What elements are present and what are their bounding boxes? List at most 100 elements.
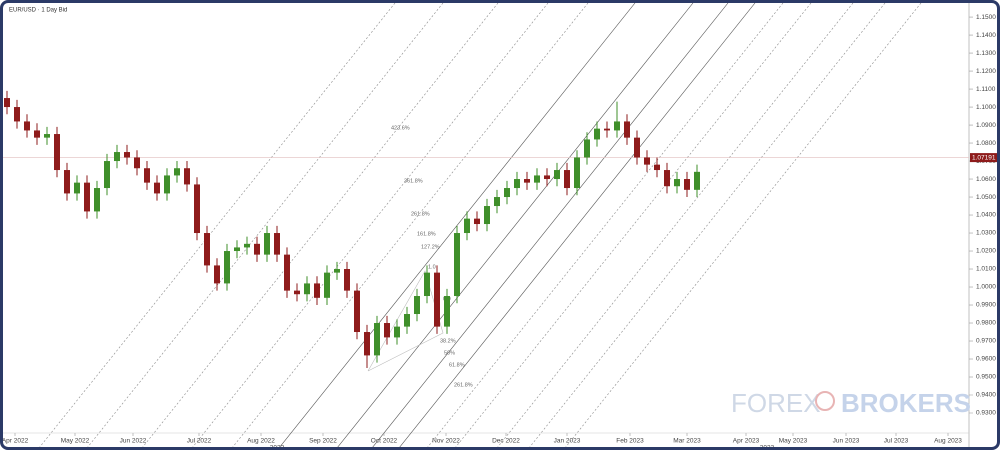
fib-level-label: 61.8%: [449, 362, 465, 368]
candle-body: [174, 168, 180, 176]
candle-body: [194, 184, 200, 234]
x-tick-label: May 2022: [61, 438, 90, 445]
fib-channel-line: [399, 3, 756, 447]
candle-body: [204, 233, 210, 266]
x-tick-label: Sep 2022: [309, 438, 337, 445]
x-tick-label: Jul 2022: [187, 438, 212, 445]
watermark-right: BROKERS: [841, 388, 971, 418]
fib-level-label: 423.6%: [391, 125, 410, 131]
candle-body: [34, 130, 40, 138]
candle-body: [494, 197, 500, 207]
y-tick-label: 0.9500: [976, 374, 996, 381]
candle-body: [104, 161, 110, 189]
candle-body: [664, 170, 670, 187]
candle-body: [404, 314, 410, 327]
y-tick-label: 0.9400: [976, 392, 996, 399]
y-tick-label: 1.0400: [976, 212, 996, 219]
candle-body: [154, 182, 160, 194]
watermark-left: FOREX: [731, 388, 821, 418]
y-tick-label: 1.1300: [976, 50, 996, 57]
candle-body: [374, 323, 380, 356]
candle-body: [264, 233, 270, 255]
y-tick-label: 0.9600: [976, 356, 996, 363]
fib-channel-line: [372, 3, 729, 447]
candle-body: [294, 290, 300, 295]
candle-body: [354, 290, 360, 333]
fib-channel-line: [565, 3, 922, 447]
candle-body: [554, 170, 560, 180]
x-tick-label: Nov 2022: [432, 438, 460, 445]
fib-level-label: 161.8%: [417, 231, 436, 237]
candle-body: [524, 179, 530, 183]
candle-body: [394, 326, 400, 338]
candle-body: [184, 168, 190, 185]
last-price-tag: [970, 153, 997, 163]
candle-body: [304, 283, 310, 295]
candle-body: [654, 164, 660, 171]
candle-body: [244, 243, 250, 248]
candle-body: [254, 243, 260, 255]
fib-channel-line: [279, 3, 636, 447]
candle-body: [604, 128, 610, 131]
y-tick-label: 1.1500: [976, 14, 996, 21]
candle-body: [224, 251, 230, 284]
candle-body: [144, 168, 150, 183]
x-tick-label: Jun 2023: [833, 438, 860, 445]
year-label: 2022: [270, 445, 285, 447]
y-tick-label: 1.1400: [976, 32, 996, 39]
candle-body: [534, 175, 540, 183]
candle-body: [574, 157, 580, 189]
y-tick-label: 1.0100: [976, 266, 996, 273]
candle-body: [64, 170, 70, 194]
y-tick-label: 1.0600: [976, 176, 996, 183]
x-tick-label: May 2023: [779, 438, 808, 445]
fib-level-label: 261.8%: [454, 382, 473, 388]
candle-body: [344, 269, 350, 291]
candle-body: [594, 128, 600, 140]
fib-channel-line: [427, 3, 784, 447]
fib-level-label: 50%: [444, 350, 455, 356]
x-tick-label: Oct 2022: [371, 438, 398, 445]
candle-body: [564, 170, 570, 189]
y-tick-label: 0.9900: [976, 302, 996, 309]
candle-body: [644, 157, 650, 165]
candle-body: [314, 283, 320, 298]
candle-body: [684, 179, 690, 190]
candle-body: [514, 179, 520, 189]
candle-body: [464, 218, 470, 234]
candle-body: [14, 107, 20, 122]
fib-channel-line: [87, 3, 444, 447]
fib-level-label: 1.0: [428, 264, 436, 270]
fib-level-label: 38.2%: [440, 338, 456, 344]
candle-body: [504, 188, 510, 198]
candle-body: [274, 233, 280, 255]
x-tick-label: Feb 2023: [616, 438, 644, 445]
y-tick-label: 1.0200: [976, 248, 996, 255]
candle-body: [214, 265, 220, 284]
candle-body: [624, 121, 630, 138]
last-price-label: 1.07191: [972, 154, 996, 161]
candle-body: [584, 139, 590, 158]
candle-body: [544, 175, 550, 180]
x-tick-label: Jul 2023: [884, 438, 909, 445]
candle-body: [74, 182, 80, 194]
x-tick-label: Dec 2022: [492, 438, 520, 445]
fib-channel-line: [142, 3, 499, 447]
y-tick-label: 1.0900: [976, 122, 996, 129]
candle-body: [674, 179, 680, 187]
y-tick-label: 1.0500: [976, 194, 996, 201]
candle-body: [414, 296, 420, 315]
x-tick-label: Jun 2022: [120, 438, 147, 445]
fib-level-label: 127.2%: [421, 244, 440, 250]
fib-channel-line: [39, 3, 396, 447]
candle-body: [24, 121, 30, 131]
fib-channel-line: [529, 3, 886, 447]
fib-channel-line: [455, 3, 812, 447]
fib-level-label: 261.8%: [411, 211, 430, 217]
candle-body: [334, 269, 340, 273]
candle-body: [634, 137, 640, 158]
candle-body: [474, 218, 480, 225]
candle-body: [424, 272, 430, 297]
y-tick-label: 1.0000: [976, 284, 996, 291]
x-tick-label: Jan 2023: [554, 438, 581, 445]
